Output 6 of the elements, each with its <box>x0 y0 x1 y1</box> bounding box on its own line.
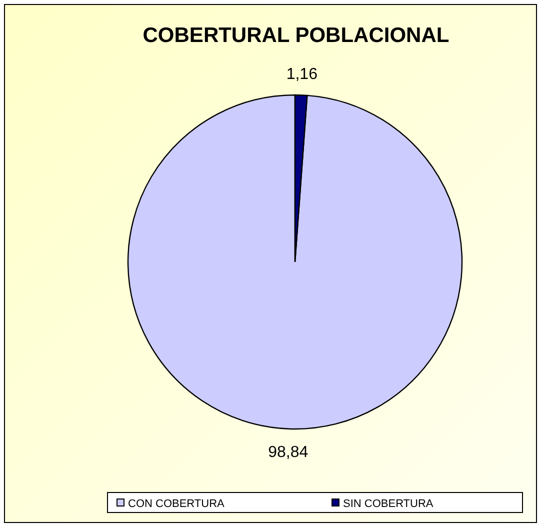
data-label: 1,16 <box>286 66 318 84</box>
legend-label: SIN COBERTURA <box>343 498 434 510</box>
data-label: 98,84 <box>268 444 308 461</box>
chart-title: COBERTURAL POBLACIONAL <box>142 24 450 47</box>
legend-label: CON COBERTURA <box>128 498 226 510</box>
pie-slice <box>127 94 462 430</box>
